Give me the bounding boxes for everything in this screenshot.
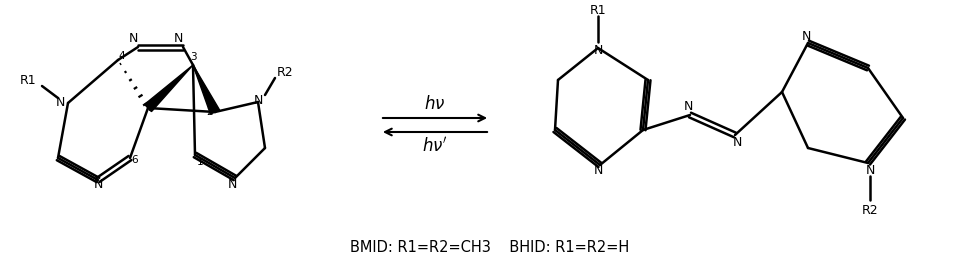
Text: N: N <box>593 164 603 176</box>
Text: N: N <box>227 179 237 191</box>
Text: N: N <box>173 32 182 44</box>
Text: BMID: R1=R2=CH3    BHID: R1=R2=H: BMID: R1=R2=CH3 BHID: R1=R2=H <box>351 240 629 255</box>
Text: $h\nu'$: $h\nu'$ <box>422 136 448 155</box>
Text: N: N <box>683 100 693 114</box>
Text: N: N <box>802 29 810 43</box>
Text: 5: 5 <box>147 103 153 113</box>
Text: N: N <box>128 32 137 44</box>
Polygon shape <box>144 65 193 112</box>
Text: N: N <box>732 136 742 149</box>
Text: 4: 4 <box>119 51 125 61</box>
Text: 1: 1 <box>197 157 203 167</box>
Polygon shape <box>193 65 220 114</box>
Text: N: N <box>93 179 103 191</box>
Text: 6: 6 <box>131 155 138 165</box>
Text: R1: R1 <box>590 3 607 17</box>
Text: 3: 3 <box>190 52 196 62</box>
Text: N: N <box>865 164 875 176</box>
Text: N: N <box>55 97 65 109</box>
Text: 2: 2 <box>207 107 214 117</box>
Text: R2: R2 <box>861 204 878 216</box>
Text: R2: R2 <box>276 65 293 78</box>
Text: $h\nu$: $h\nu$ <box>424 95 446 113</box>
Text: R1: R1 <box>20 73 36 87</box>
Text: N: N <box>593 43 603 57</box>
Text: N: N <box>253 94 263 107</box>
